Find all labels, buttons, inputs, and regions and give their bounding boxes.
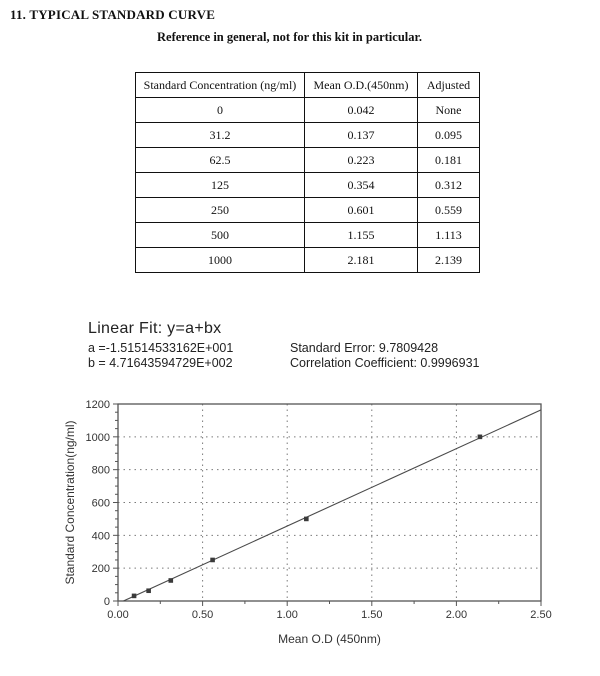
table-cell: 2.181	[304, 247, 418, 273]
section-title: 11. TYPICAL STANDARD CURVE	[10, 7, 216, 22]
chart-data-point	[210, 557, 215, 563]
chart-x-tick-label: 2.00	[446, 609, 467, 621]
chart-x-axis-title: Mean O.D (450nm)	[278, 632, 381, 646]
table-cell: None	[417, 97, 480, 123]
table-cell: 0.223	[304, 147, 418, 173]
chart-y-tick-label: 200	[92, 563, 110, 575]
table-cell: 0.559	[417, 197, 480, 223]
table-cell: 1.113	[417, 222, 480, 248]
table-cell: 0.181	[417, 147, 480, 173]
standard-curve-chart-area: 0.00 0.50 1.00 1.50 2.00 2.50 0 200 400 600 800 100…	[60, 390, 560, 670]
table-cell: 0.354	[304, 172, 418, 198]
correlation-coefficient: Correlation Coefficient: 0.9996931	[290, 356, 480, 370]
table-cell: 0.095	[417, 122, 480, 148]
coefficient-b: b = 4.71643594729E+002	[88, 356, 233, 370]
table-cell: 500	[135, 222, 305, 248]
table-cell: 125	[135, 172, 305, 198]
chart-y-tick-label: 1200	[86, 399, 110, 411]
linear-fit-title: Linear Fit: y=a+bx	[88, 320, 222, 337]
table-cell: 1000	[135, 247, 305, 273]
table-cell: 250	[135, 197, 305, 223]
linear-fit-block: Linear Fit: y=a+bx a =-1.51514533162E+00…	[88, 320, 479, 371]
table-cell: 0.137	[304, 122, 418, 148]
table-row: 125 0.354 0.312	[135, 172, 480, 198]
table-body: 0 0.042 None 31.2 0.137 0.095 62.5 0.223 0.181 12…	[135, 97, 480, 273]
table-cell: 0	[135, 97, 305, 123]
chart-data-point	[168, 578, 174, 583]
table-row: 250 0.601 0.559	[135, 197, 480, 223]
table-row: 62.5 0.223 0.181	[135, 147, 480, 173]
chart-data-point	[131, 593, 137, 599]
table-header-row: Standard Concentration (ng/ml) Mean O.D.(…	[135, 72, 480, 98]
chart-y-tick-label: 600	[92, 498, 110, 510]
table-cell: 1.155	[304, 222, 418, 248]
chart-data-point	[146, 588, 151, 594]
coefficient-a: a =-1.51514533162E+001	[88, 341, 234, 355]
chart-data-point	[477, 434, 483, 440]
chart-x-tick-label: 2.50	[530, 609, 551, 621]
standards-table: Standard Concentration (ng/ml) Mean O.D.(…	[135, 72, 480, 273]
chart-x-tick-label: 1.50	[361, 609, 382, 621]
table-row: 500 1.155 1.113	[135, 222, 480, 248]
table-header-cell: Mean O.D.(450nm)	[304, 72, 418, 98]
chart-x-tick-label: 0.00	[107, 609, 128, 621]
chart-x-tick-label: 1.00	[276, 609, 297, 621]
chart-y-tick-label: 0	[104, 596, 110, 608]
table-row: 1000 2.181 2.139	[135, 247, 480, 273]
chart-y-tick-label: 400	[92, 530, 110, 542]
table-cell: 2.139	[417, 247, 480, 273]
table-header-cell: Adjusted	[417, 72, 480, 98]
table-row: 0 0.042 None	[135, 97, 480, 123]
subtitle: Reference in general, not for this kit i…	[157, 30, 423, 44]
table-cell: 0.601	[304, 197, 418, 223]
chart-y-tick-label: 1000	[86, 432, 110, 444]
chart-y-axis-title: Standard Concentration(ng/ml)	[63, 420, 77, 584]
table-cell: 62.5	[135, 147, 305, 173]
chart-data-point	[304, 516, 309, 522]
chart-plot-border	[117, 403, 542, 602]
table-cell: 0.042	[304, 97, 418, 123]
chart-x-tick-label: 0.50	[192, 609, 213, 621]
table-row: 31.2 0.137 0.095	[135, 122, 480, 148]
chart-y-tick-label: 800	[92, 465, 110, 477]
standard-error: Standard Error: 9.7809428	[290, 341, 439, 355]
table-cell: 0.312	[417, 172, 480, 198]
table-cell: 31.2	[135, 122, 305, 148]
chart-fit-line	[123, 409, 542, 602]
standard-curve-chart: 0.00 0.50 1.00 1.50 2.00 2.50 0 200 400 600 800 100…	[63, 399, 552, 646]
table-header-cell: Standard Concentration (ng/ml)	[135, 72, 305, 98]
